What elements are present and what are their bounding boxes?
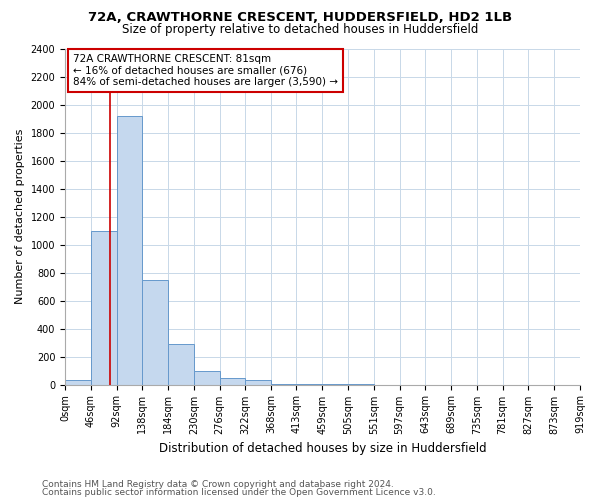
Bar (168, 344, 194, 385)
Bar (220, 378, 245, 384)
Bar (65, 380, 91, 384)
Bar (245, 380, 271, 384)
Bar (116, 116, 142, 384)
X-axis label: Distribution of detached houses by size in Huddersfield: Distribution of detached houses by size … (159, 442, 487, 455)
Bar (194, 370, 220, 384)
Text: 72A CRAWTHORNE CRESCENT: 81sqm
← 16% of detached houses are smaller (676)
84% of: 72A CRAWTHORNE CRESCENT: 81sqm ← 16% of … (73, 54, 338, 87)
Bar (91, 231, 116, 384)
Bar (142, 280, 168, 384)
Text: 72A, CRAWTHORNE CRESCENT, HUDDERSFIELD, HD2 1LB: 72A, CRAWTHORNE CRESCENT, HUDDERSFIELD, … (88, 11, 512, 24)
Y-axis label: Number of detached properties: Number of detached properties (15, 129, 25, 304)
Text: Size of property relative to detached houses in Huddersfield: Size of property relative to detached ho… (122, 22, 478, 36)
Text: Contains HM Land Registry data © Crown copyright and database right 2024.: Contains HM Land Registry data © Crown c… (42, 480, 394, 489)
Text: Contains public sector information licensed under the Open Government Licence v3: Contains public sector information licen… (42, 488, 436, 497)
